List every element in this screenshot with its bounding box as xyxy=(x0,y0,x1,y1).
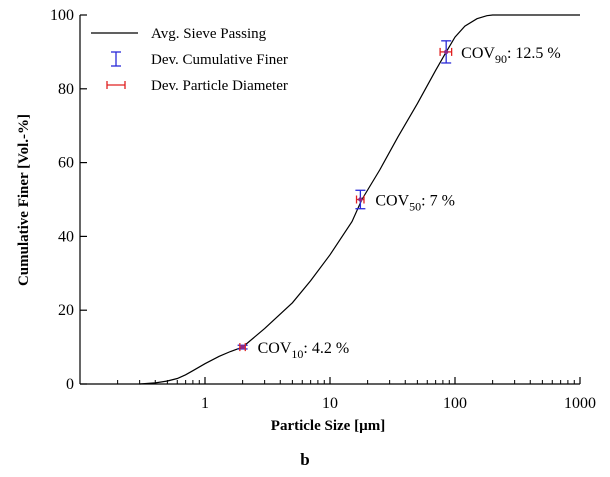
x-axis-label-end: ] xyxy=(380,418,385,434)
y-tick-label: 80 xyxy=(58,81,74,98)
y-tick-label: 60 xyxy=(58,155,74,172)
cov-annotation: COV50: 7 % xyxy=(375,193,455,214)
figure-caption: b xyxy=(300,450,310,469)
cov-annotation: COV10: 4.2 % xyxy=(258,340,350,361)
legend-label: Dev. Particle Diameter xyxy=(151,78,288,94)
data-point xyxy=(443,49,449,55)
cov-annotation-base: COV xyxy=(258,340,292,357)
cov-annotation-base: COV xyxy=(461,45,495,62)
x-axis-label: Particle Size [µm] xyxy=(271,418,385,434)
x-tick-label: 1000 xyxy=(564,395,596,412)
y-tick-label: 0 xyxy=(66,376,74,393)
data-point xyxy=(358,197,363,202)
legend: Avg. Sieve Passing Dev. Cumulative Finer D… xyxy=(91,26,288,94)
y-axis-label: Cumulative Finer [Vol.-%] xyxy=(16,114,32,286)
cov-annotation-subscript: 10 xyxy=(291,347,303,361)
cov-annotation-base: COV xyxy=(375,193,409,210)
x-axis-label-text: Particle Size [ xyxy=(271,418,359,434)
y-tick-label: 20 xyxy=(58,302,74,319)
sieve-passing-curve xyxy=(139,14,580,385)
cov-annotation-value: : 12.5 % xyxy=(507,45,561,62)
cov-annotation-value: : 4.2 % xyxy=(303,340,349,357)
x-tick-label: 100 xyxy=(443,395,467,412)
cov-annotation-subscript: 50 xyxy=(409,200,421,214)
legend-label: Dev. Cumulative Finer xyxy=(151,52,288,68)
legend-label: Avg. Sieve Passing xyxy=(151,26,267,42)
data-point xyxy=(240,344,245,350)
cov-annotation-subscript: 90 xyxy=(495,52,507,66)
y-tick-label: 100 xyxy=(50,7,74,24)
x-tick-label: 1 xyxy=(201,395,209,412)
y-tick-label: 40 xyxy=(58,228,74,245)
cov-annotation-value: : 7 % xyxy=(421,193,455,210)
x-axis-label-unit: µm xyxy=(359,418,381,434)
cov-annotation: COV90: 12.5 % xyxy=(461,45,561,66)
x-tick-label: 10 xyxy=(322,395,338,412)
